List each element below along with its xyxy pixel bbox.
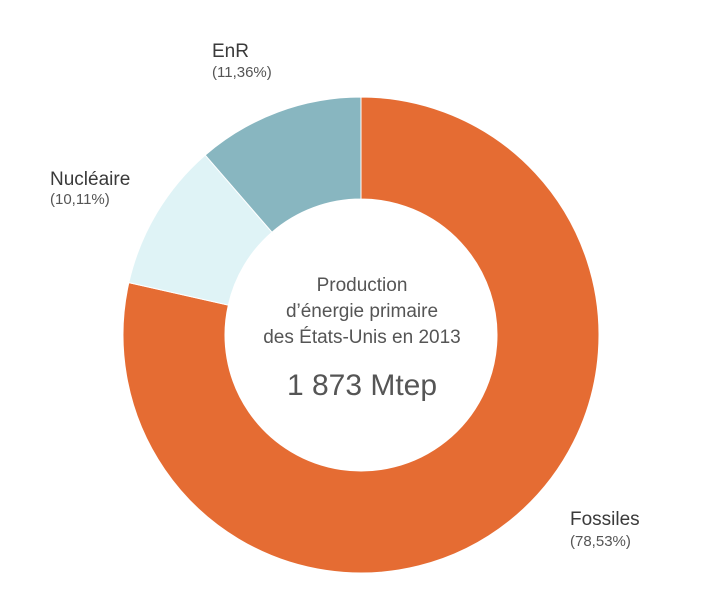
slice-percent-fossiles: (78,53%) bbox=[570, 533, 631, 550]
slice-name-nucleaire: Nucléaire bbox=[50, 169, 130, 190]
center-line-2: d’énergie primaire bbox=[286, 301, 438, 322]
slice-name-fossiles: Fossiles bbox=[570, 509, 640, 530]
donut-slices bbox=[122, 96, 600, 574]
slice-name-enr: EnR bbox=[212, 41, 249, 62]
slice-percent-nucleaire: (10,11%) bbox=[50, 191, 110, 208]
center-line-3: des États-Unis en 2013 bbox=[263, 327, 461, 348]
slice-label-fossiles: Fossiles (78,53%) bbox=[570, 509, 640, 550]
center-caption: Production d’énergie primaire des États-… bbox=[263, 275, 461, 402]
slice-enr bbox=[204, 96, 362, 233]
slice-percent-enr: (11,36%) bbox=[212, 64, 272, 81]
center-line-1: Production bbox=[317, 275, 408, 296]
center-total: 1 873 Mtep bbox=[287, 369, 437, 402]
slice-label-enr: EnR (11,36%) bbox=[212, 41, 272, 81]
slice-fossiles bbox=[122, 96, 600, 574]
slice-label-nucleaire: Nucléaire (10,11%) bbox=[50, 169, 130, 208]
